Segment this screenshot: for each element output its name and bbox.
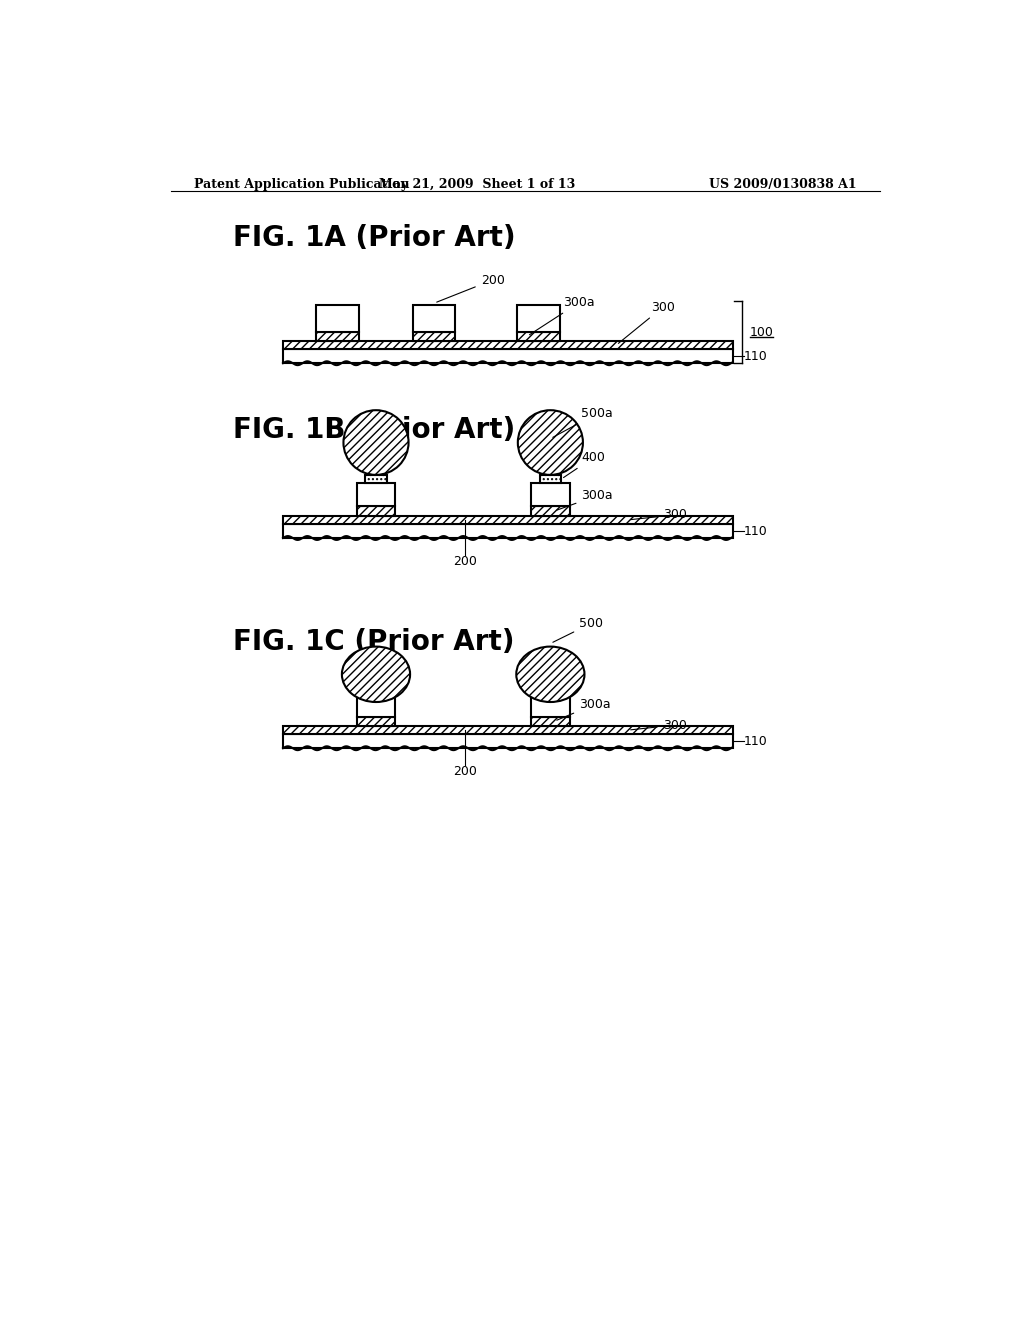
Text: FIG. 1A (Prior Art): FIG. 1A (Prior Art): [232, 224, 515, 252]
Text: 500: 500: [553, 616, 603, 643]
Text: May 21, 2009  Sheet 1 of 13: May 21, 2009 Sheet 1 of 13: [379, 178, 574, 190]
Bar: [413, 305, 456, 331]
Bar: [531, 483, 569, 507]
Bar: [413, 331, 456, 341]
Ellipse shape: [342, 647, 410, 702]
Text: 300a: 300a: [529, 296, 595, 335]
Bar: [283, 516, 732, 524]
Circle shape: [343, 411, 409, 475]
Text: 300: 300: [618, 301, 675, 343]
Text: 400: 400: [563, 451, 605, 478]
Bar: [531, 717, 569, 726]
Bar: [517, 331, 560, 341]
Text: 500a: 500a: [553, 407, 613, 437]
Bar: [366, 475, 387, 483]
Circle shape: [518, 411, 583, 475]
Bar: [356, 696, 395, 717]
Bar: [356, 483, 395, 507]
Text: 300a: 300a: [557, 698, 610, 721]
Text: FIG. 1B (Prior Art): FIG. 1B (Prior Art): [232, 416, 515, 445]
Bar: [531, 507, 569, 516]
Bar: [356, 507, 395, 516]
Bar: [283, 524, 732, 539]
Text: 200: 200: [454, 554, 477, 568]
Text: 110: 110: [744, 524, 768, 537]
Bar: [283, 341, 732, 350]
Text: 110: 110: [744, 350, 768, 363]
Text: 300: 300: [631, 508, 687, 521]
Text: 100: 100: [750, 326, 773, 338]
Bar: [540, 475, 561, 483]
Text: 300: 300: [631, 718, 687, 731]
Bar: [283, 350, 732, 363]
Text: 110: 110: [744, 735, 768, 748]
Ellipse shape: [516, 647, 585, 702]
Text: FIG. 1C (Prior Art): FIG. 1C (Prior Art): [232, 628, 514, 656]
Text: US 2009/0130838 A1: US 2009/0130838 A1: [709, 178, 856, 190]
Bar: [283, 734, 732, 748]
Text: 300a: 300a: [557, 490, 613, 510]
Bar: [316, 305, 358, 331]
Text: 200: 200: [454, 766, 477, 779]
Bar: [517, 305, 560, 331]
Bar: [283, 726, 732, 734]
Bar: [531, 696, 569, 717]
Text: 200: 200: [436, 273, 505, 302]
Text: Patent Application Publication: Patent Application Publication: [194, 178, 410, 190]
Bar: [356, 717, 395, 726]
Bar: [316, 331, 358, 341]
